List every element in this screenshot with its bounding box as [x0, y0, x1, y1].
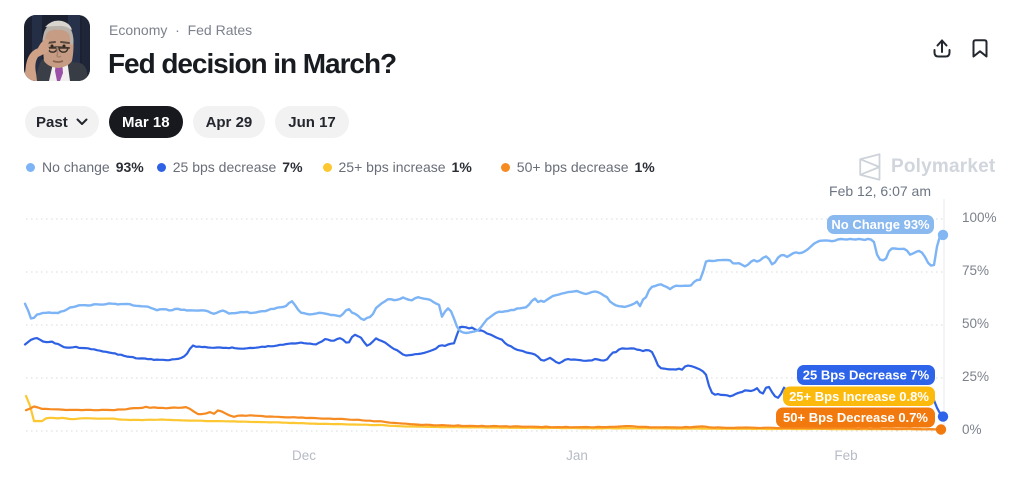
svg-text:25 Bps Decrease 7%: 25 Bps Decrease 7%: [803, 368, 930, 383]
svg-text:No Change 93%: No Change 93%: [831, 217, 930, 232]
svg-text:75%: 75%: [962, 263, 989, 278]
svg-text:50%: 50%: [962, 316, 989, 331]
svg-text:25+ Bps Increase 0.8%: 25+ Bps Increase 0.8%: [789, 389, 929, 404]
svg-text:Feb: Feb: [834, 448, 857, 463]
svg-text:100%: 100%: [962, 210, 997, 225]
svg-text:25%: 25%: [962, 369, 989, 384]
svg-text:0%: 0%: [962, 422, 982, 437]
svg-text:Jan: Jan: [566, 448, 588, 463]
svg-text:50+ Bps Decrease 0.7%: 50+ Bps Decrease 0.7%: [783, 410, 928, 425]
svg-text:Dec: Dec: [292, 448, 316, 463]
